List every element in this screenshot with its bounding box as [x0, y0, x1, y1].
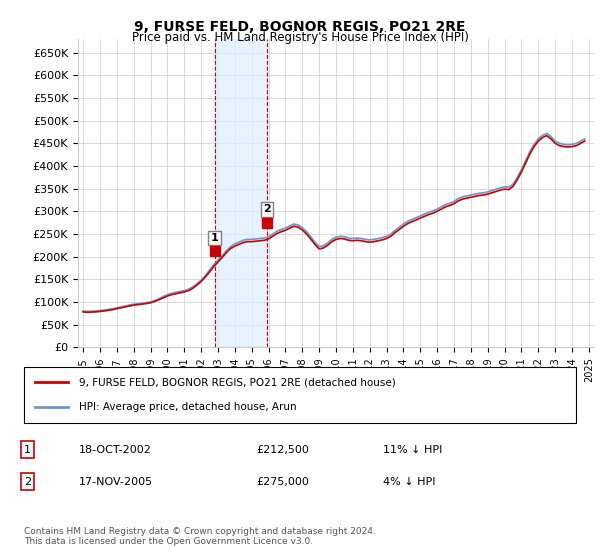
Text: £275,000: £275,000 [256, 477, 309, 487]
Text: 11% ↓ HPI: 11% ↓ HPI [383, 445, 442, 455]
Text: Price paid vs. HM Land Registry's House Price Index (HPI): Price paid vs. HM Land Registry's House … [131, 31, 469, 44]
Text: 9, FURSE FELD, BOGNOR REGIS, PO21 2RE: 9, FURSE FELD, BOGNOR REGIS, PO21 2RE [134, 20, 466, 34]
Text: 1: 1 [24, 445, 31, 455]
Text: £212,500: £212,500 [256, 445, 309, 455]
Text: 4% ↓ HPI: 4% ↓ HPI [383, 477, 436, 487]
Text: 2: 2 [263, 204, 271, 214]
FancyBboxPatch shape [24, 367, 576, 423]
Bar [215, 39, 267, 347]
Text: 1: 1 [211, 233, 218, 243]
Text: 18-OCT-2002: 18-OCT-2002 [79, 445, 152, 455]
Text: 2: 2 [24, 477, 31, 487]
Text: Contains HM Land Registry data © Crown copyright and database right 2024.
This d: Contains HM Land Registry data © Crown c… [24, 526, 376, 546]
Text: 9, FURSE FELD, BOGNOR REGIS, PO21 2RE (detached house): 9, FURSE FELD, BOGNOR REGIS, PO21 2RE (d… [79, 377, 396, 388]
Text: HPI: Average price, detached house, Arun: HPI: Average price, detached house, Arun [79, 402, 297, 412]
Text: 17-NOV-2005: 17-NOV-2005 [79, 477, 154, 487]
